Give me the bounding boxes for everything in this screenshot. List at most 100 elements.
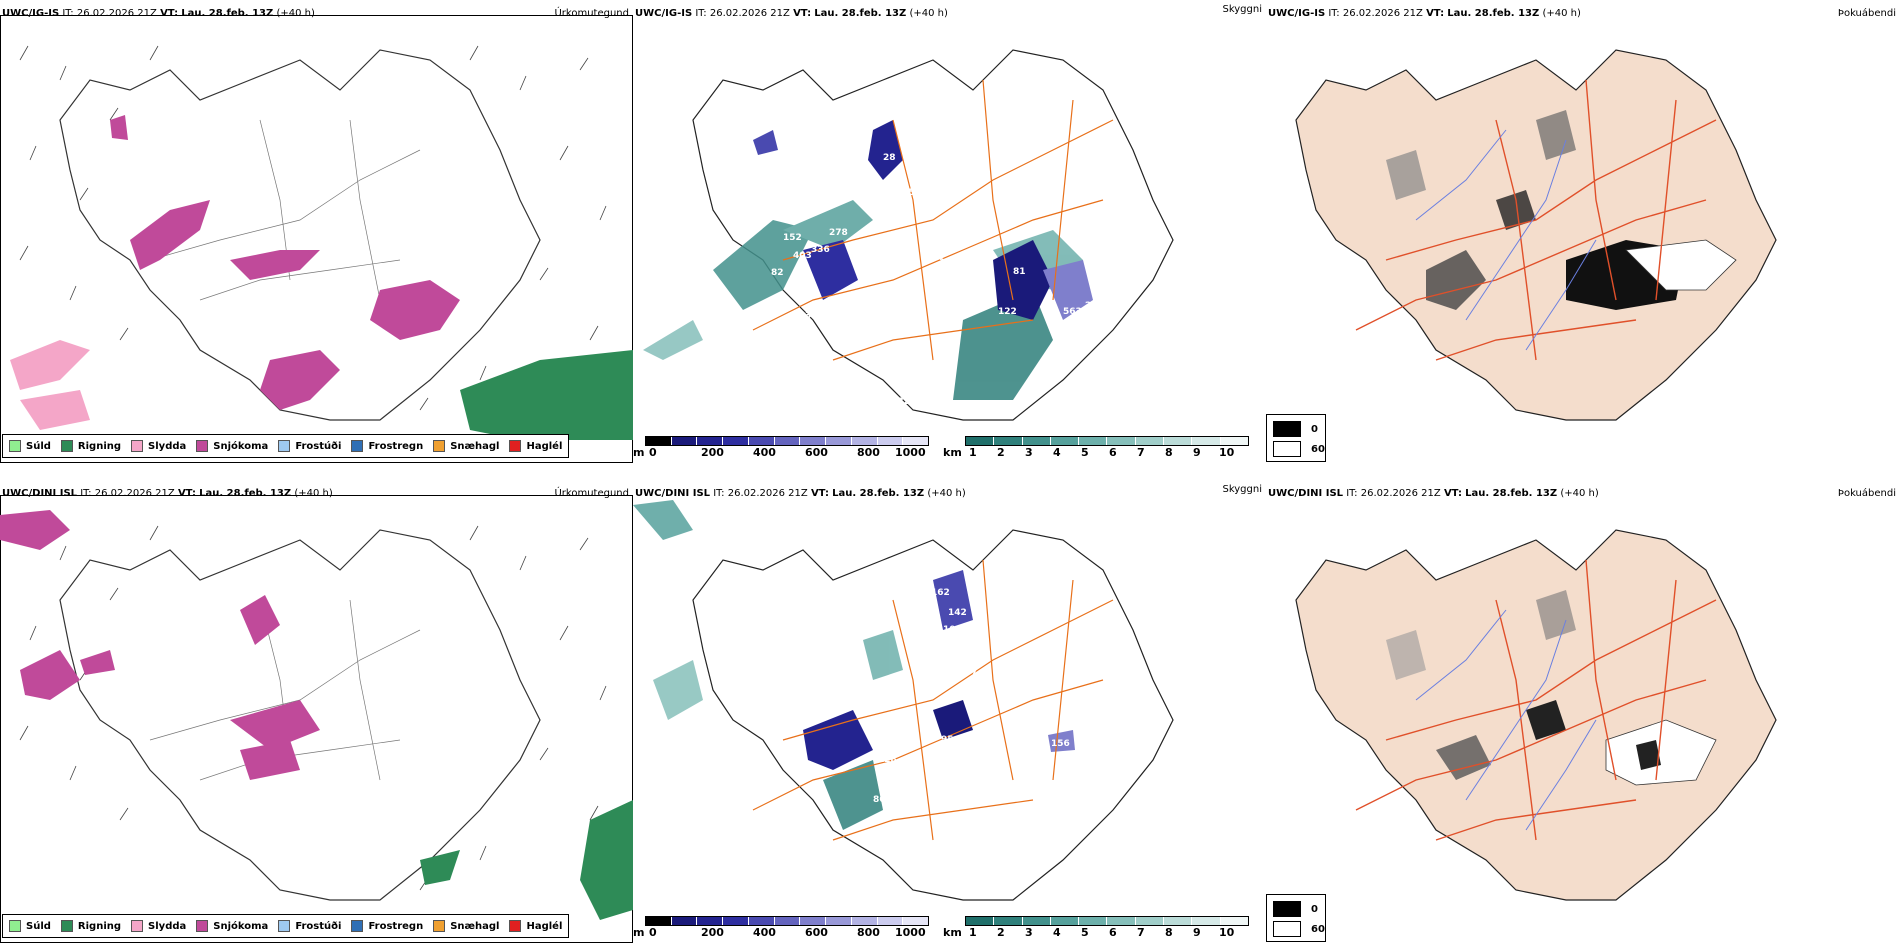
vt-label: VT: xyxy=(810,488,829,499)
colorbar-tick: 0 xyxy=(649,926,657,939)
value-label: 563 xyxy=(1063,307,1082,317)
iceland-outline xyxy=(59,49,541,421)
legend-label: Súld xyxy=(26,920,51,932)
legend-label: Rigning xyxy=(77,920,122,932)
panel-title: UWC/IG-IS IT: 26.02.2026 21Z VT: Lau. 28… xyxy=(2,8,315,19)
model-name: UWC/IG-IS xyxy=(1268,8,1326,19)
legend-item: Snjókoma xyxy=(196,920,268,932)
value-label: 230 xyxy=(907,355,926,365)
colorbar-tick: 600 xyxy=(805,446,828,459)
it-label: IT: xyxy=(713,488,725,499)
legend-swatch xyxy=(196,440,209,452)
legend-item: Haglél xyxy=(509,920,562,932)
value-label: 336 xyxy=(811,245,830,255)
colorbar-unit: m xyxy=(633,926,645,939)
precip-frame xyxy=(0,495,633,943)
cloud-panel-row2: UWC/DINI ISL IT: 26.02.2026 21Z VT: Lau.… xyxy=(633,480,1266,950)
colorbar-tick: 5 xyxy=(1081,926,1089,939)
value-label: 691 xyxy=(931,391,950,401)
lead-time: (+40 h) xyxy=(294,488,333,499)
value-label: 105 xyxy=(829,301,848,311)
wind-barbs xyxy=(19,45,607,411)
value-label: 36 xyxy=(728,118,741,128)
value-label: 89 xyxy=(897,767,910,777)
cloudbase-labels: 162 142 109 167 128 39 95 56 89 866 82 1… xyxy=(873,588,1070,805)
legend-item: Súld xyxy=(9,440,51,452)
it-label: IT: xyxy=(62,8,74,19)
it-value: 26.02.2026 21Z xyxy=(1342,8,1423,19)
panel-variable: Þokuábendi xyxy=(1837,8,1896,19)
value-label: 156 xyxy=(1051,739,1070,749)
colorbar-tick: 1000 xyxy=(895,446,926,459)
vt-value: Lau. 28.feb. 13Z xyxy=(199,488,292,499)
vt-label: VT: xyxy=(1443,488,1462,499)
model-name: UWC/IG-IS xyxy=(635,8,693,19)
precip-map xyxy=(10,45,633,440)
legend-label: Frostúði xyxy=(295,920,342,932)
colorbar-strip xyxy=(965,436,1249,446)
legend-swatch xyxy=(509,440,522,452)
legend-swatch xyxy=(9,440,21,452)
legend-label: 0 xyxy=(1311,903,1318,915)
fog-map xyxy=(1295,529,1777,901)
legend-swatch xyxy=(131,440,144,452)
legend-label: Frostregn xyxy=(368,920,424,932)
colorbar-tick: 7 xyxy=(1137,926,1145,939)
cloudbase-areas xyxy=(803,570,1075,770)
model-name: UWC/IG-IS xyxy=(2,8,60,19)
legend-swatch xyxy=(60,920,73,932)
value-label: 122 xyxy=(998,307,1017,317)
colorbar-tick: 2 xyxy=(997,446,1005,459)
colorbar-strip xyxy=(645,916,929,926)
vt-value: Lau. 28.feb. 13Z xyxy=(181,8,274,19)
it-label: IT: xyxy=(695,8,707,19)
precip-frame xyxy=(0,15,633,463)
fog-panel-row2: UWC/DINI ISL IT: 26.02.2026 21Z VT: Lau.… xyxy=(1266,480,1900,950)
legend-label: Súld xyxy=(26,440,51,452)
model-name: UWC/DINI ISL xyxy=(1268,488,1344,499)
value-label: 162 xyxy=(931,588,950,598)
visibility-colorbar: km 1 2 3 4 5 6 7 8 9 10 xyxy=(943,436,1263,466)
precip-type-legend: Súld Rigning Slydda Snjókoma Frostúði Fr… xyxy=(2,434,570,458)
precip-panel-row2: UWC/DINI ISL IT: 26.02.2026 21Z VT: Lau.… xyxy=(0,480,633,950)
panel-variable: Úrkomutegund xyxy=(554,8,629,19)
legend-item: Súld xyxy=(9,920,51,932)
colorbar-tick: 200 xyxy=(701,926,724,939)
cloudbase-colorbar: m 0 200 400 600 800 1000 xyxy=(633,916,933,946)
precip-type-legend: Súld Rigning Slydda Snjókoma Frostúði Fr… xyxy=(2,914,570,938)
value-label: 109 xyxy=(943,625,962,635)
colorbar-tick: 200 xyxy=(701,446,724,459)
fog-areas xyxy=(1386,590,1717,786)
fog-legend-row: 0 xyxy=(1273,421,1318,437)
value-label: 82 xyxy=(771,268,784,278)
legend-swatch xyxy=(1273,921,1301,937)
it-value: 26.02.2026 21Z xyxy=(76,8,157,19)
vt-label: VT: xyxy=(160,8,179,19)
value-label: 105 xyxy=(896,188,915,198)
cloud-panel-row1: UWC/IG-IS IT: 26.02.2026 21Z VT: Lau. 28… xyxy=(633,0,1266,470)
fog-legend: 0 60 xyxy=(1266,414,1326,462)
fog-panel-row1: UWC/IG-IS IT: 26.02.2026 21Z VT: Lau. 28… xyxy=(1266,0,1900,470)
panel-title: UWC/DINI ISL IT: 26.02.2026 21Z VT: Lau.… xyxy=(1268,488,1599,499)
legend-label: Slydda xyxy=(148,920,187,932)
value-label: 82 xyxy=(1011,729,1024,739)
precip-panel-row1: UWC/IG-IS IT: 26.02.2026 21Z VT: Lau. 28… xyxy=(0,0,633,470)
legend-item: Snjókoma xyxy=(196,440,268,452)
legend-item: Slydda xyxy=(131,440,186,452)
lead-time: (+40 h) xyxy=(927,488,966,499)
panel-variable: Þokuábendi xyxy=(1837,488,1896,499)
roads xyxy=(1355,559,1717,841)
colorbar-strip xyxy=(645,436,929,446)
legend-swatch xyxy=(1273,441,1301,457)
legend-swatch xyxy=(9,920,21,932)
cloud-map: 36 28 105 152 278 403 336 82 338 116 79 … xyxy=(643,49,1174,429)
value-label: 107 xyxy=(845,309,864,319)
legend-label: Snjókoma xyxy=(213,920,269,932)
legend-label: 0 xyxy=(1311,423,1318,435)
iceland-outline xyxy=(692,49,1174,421)
legend-label: 60 xyxy=(1311,443,1325,455)
legend-swatch xyxy=(278,920,291,932)
panel-title: UWC/DINI ISL IT: 26.02.2026 21Z VT: Lau.… xyxy=(2,488,333,499)
vt-value: Lau. 28.feb. 13Z xyxy=(814,8,907,19)
colorbar-tick: 3 xyxy=(1025,926,1033,939)
